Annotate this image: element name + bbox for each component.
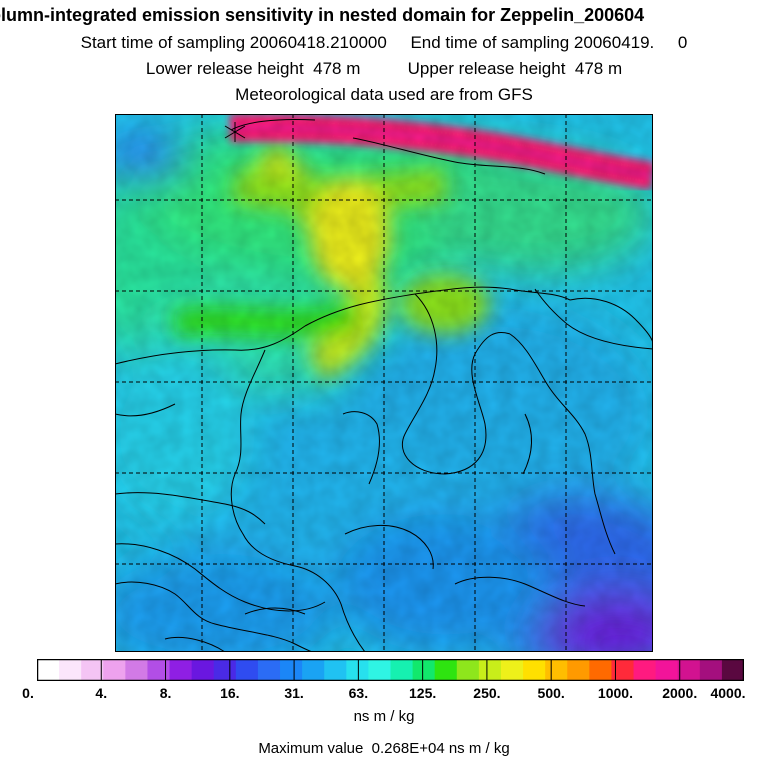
release-heights: Lower release height 478 m Upper release… — [145, 59, 623, 78]
sensitivity-field — [115, 114, 653, 652]
colorbar-cell — [412, 659, 436, 681]
colorbar-cell — [147, 659, 171, 681]
colorbar-cell — [125, 659, 148, 681]
grid-lines — [115, 114, 653, 652]
colorbar-cell — [346, 659, 369, 681]
colorbar-tick-label: 4. — [95, 685, 108, 701]
colorbar-cell — [589, 659, 612, 681]
colorbar-tick-label: 250. — [473, 685, 501, 701]
colorbar-tick-label: 125. — [409, 685, 437, 701]
colorbar-tick-label: 63. — [348, 685, 369, 701]
colorbar-cell — [633, 659, 657, 681]
colorbar-cell — [721, 659, 744, 681]
colorbar — [37, 659, 744, 681]
colorbar-cell — [235, 659, 259, 681]
colorbar-cell — [257, 659, 281, 681]
colorbar-cell — [81, 659, 104, 681]
colorbar-cell — [280, 659, 303, 681]
colorbar-cell — [59, 659, 82, 681]
colorbar-cell — [611, 659, 635, 681]
colorbar-tick-label: 0. — [22, 685, 34, 701]
colorbar-tick-label: 2000. — [662, 685, 698, 701]
colorbar-tick-label: 500. — [537, 685, 565, 701]
map-border — [115, 114, 653, 652]
colorbar-cell — [37, 659, 60, 681]
colorbar-cell — [302, 659, 325, 681]
colorbar-cell — [655, 659, 679, 681]
colorbar-unit: ns m / kg — [353, 708, 415, 725]
colorbar-cell — [478, 659, 502, 681]
sensitivity-map — [115, 114, 653, 652]
colorbar-cell — [169, 659, 193, 681]
colorbar-tick-label: 1000. — [597, 685, 633, 701]
map-title: olumn-integrated emission sensitivity in… — [0, 5, 645, 25]
colorbar-cell — [500, 659, 524, 681]
colorbar-cell — [523, 659, 546, 681]
colorbar-tick-label: 8. — [159, 685, 172, 701]
colorbar-cell — [567, 659, 590, 681]
colorbar-cell — [390, 659, 414, 681]
colorbar-cells — [37, 659, 744, 681]
colorbar-cell — [699, 659, 723, 681]
colorbar-tick-label: 16. — [220, 685, 240, 701]
colorbar-cell — [368, 659, 391, 681]
colorbar-cell — [434, 659, 458, 681]
colorbar-cell — [103, 659, 126, 681]
release-site-marker — [224, 122, 246, 142]
colorbar-cell — [191, 659, 215, 681]
maximum-value: Maximum value 0.268E+04 ns m / kg — [258, 740, 510, 757]
colorbar-cell — [213, 659, 237, 681]
colorbar-cell — [545, 659, 568, 681]
colorbar-cell — [456, 659, 480, 681]
sampling-times: Start time of sampling 20060418.210000 E… — [80, 33, 688, 52]
colorbar-tick-label: 31. — [284, 685, 304, 701]
colorbar-cell — [677, 659, 701, 681]
colorbar-tick-label: 4000. — [710, 685, 746, 701]
met-data-source: Meteorological data used are from GFS — [235, 85, 533, 104]
colorbar-cell — [324, 659, 347, 681]
